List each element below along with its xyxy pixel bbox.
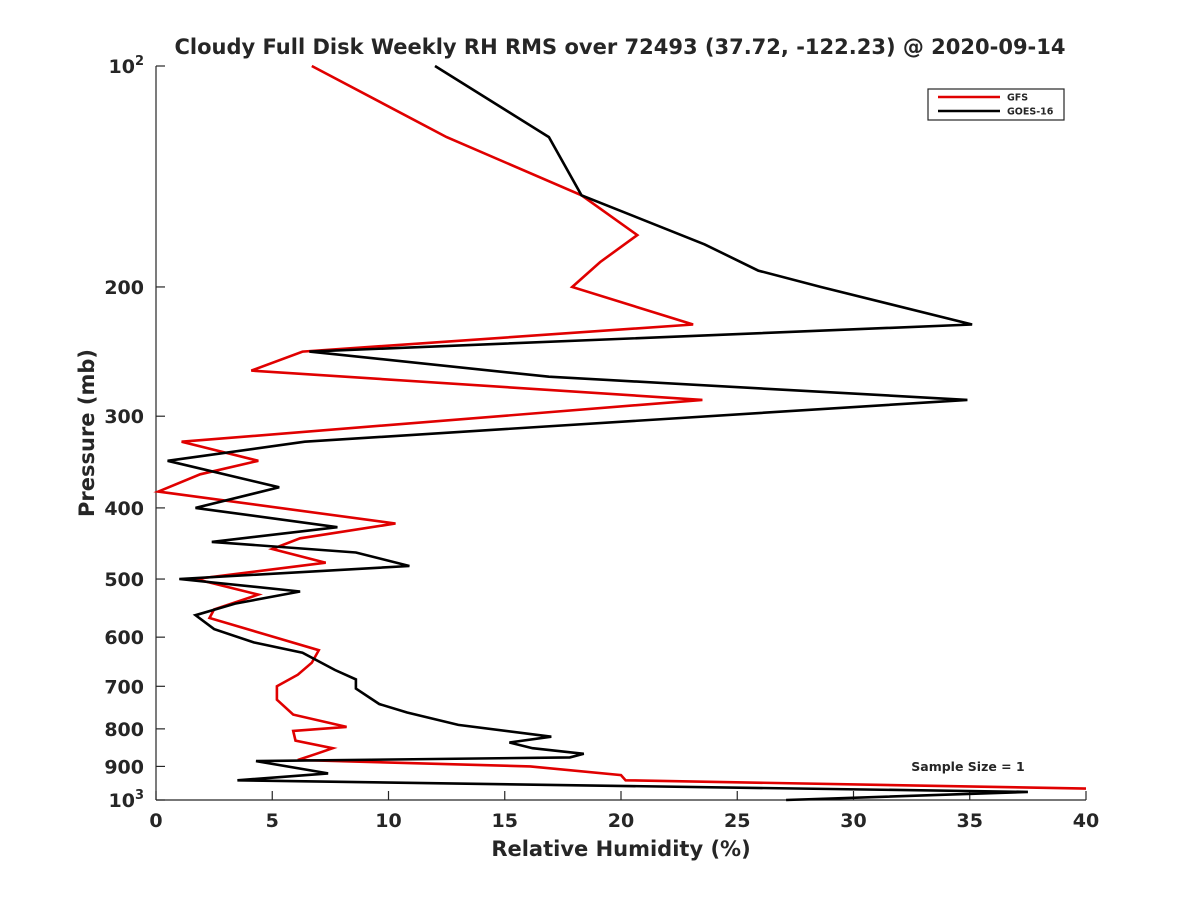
y-tick-label: 800 <box>104 719 144 741</box>
series-line-goes16 <box>167 64 1028 802</box>
y-tick-label: 600 <box>104 627 144 649</box>
x-axis-label: Relative Humidity (%) <box>491 837 750 861</box>
chart-title: Cloudy Full Disk Weekly RH RMS over 7249… <box>174 35 1065 59</box>
x-tick-label: 35 <box>957 810 983 832</box>
series-line-gfs <box>153 64 1087 790</box>
x-tick-label: 10 <box>375 810 401 832</box>
legend-label-gfs: GFS <box>1007 93 1028 104</box>
y-tick-label: 103 <box>109 788 145 812</box>
x-tick-label: 15 <box>492 810 518 832</box>
x-tick-label: 25 <box>724 810 750 832</box>
y-axis-ticks: 102 200 300 400 500 600 700 800 900 103 <box>104 54 165 812</box>
legend[interactable]: GFS GOES-16 <box>927 88 1065 121</box>
x-tick-label: 5 <box>266 810 279 832</box>
plot-area <box>153 64 1087 802</box>
y-tick-label: 102 <box>109 54 145 78</box>
y-tick-label: 300 <box>104 406 144 428</box>
y-tick-label: 700 <box>104 676 144 698</box>
y-tick-label: 200 <box>104 277 144 299</box>
y-tick-label: 500 <box>104 569 144 591</box>
y-tick-label: 900 <box>104 756 144 778</box>
legend-box <box>927 88 1065 121</box>
x-tick-label: 30 <box>840 810 866 832</box>
sample-size-annotation: Sample Size = 1 <box>911 759 1024 774</box>
y-tick-label: 400 <box>104 498 144 520</box>
y-axis-label: Pressure (mb) <box>75 349 99 517</box>
legend-label-goes16: GOES-16 <box>1007 107 1054 118</box>
x-tick-label: 20 <box>608 810 634 832</box>
x-axis-ticks: 0 5 10 15 20 25 30 35 40 <box>149 791 1099 832</box>
x-tick-label: 40 <box>1073 810 1099 832</box>
x-tick-label: 0 <box>149 810 162 832</box>
